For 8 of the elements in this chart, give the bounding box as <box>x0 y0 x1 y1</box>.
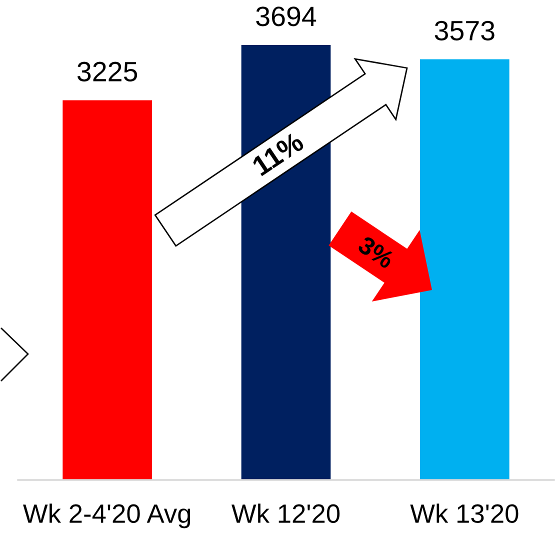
annotation: 11% <box>251 131 305 176</box>
x-tick-label: Wk 12'20 <box>232 504 340 523</box>
annotation: 3% <box>356 235 396 270</box>
data-label: 3694 <box>256 6 316 26</box>
data-label: 3225 <box>78 62 138 82</box>
data-label: 3573 <box>434 20 494 40</box>
x-tick-label: Wk 13'20 <box>410 504 518 523</box>
x-tick-label: Wk 2-4'20 Avg <box>23 504 190 528</box>
